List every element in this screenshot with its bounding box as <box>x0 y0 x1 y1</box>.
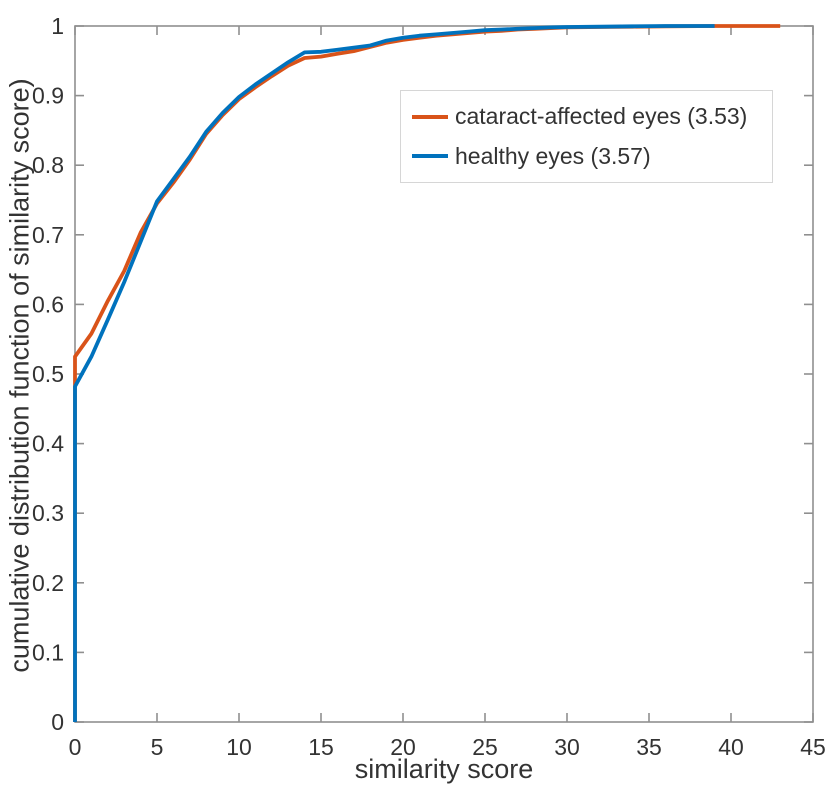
y-tick-label: 0.4 <box>32 431 64 457</box>
x-tick-label: 5 <box>151 734 164 760</box>
y-tick-label: 0.3 <box>32 500 64 526</box>
legend-label-cataract: cataract-affected eyes (3.53) <box>455 103 748 130</box>
y-tick-label: 0.5 <box>32 361 64 387</box>
x-tick-label: 20 <box>390 734 416 760</box>
y-tick-label: 0.1 <box>32 639 64 665</box>
legend-item-cataract: cataract-affected eyes (3.53) <box>412 103 772 130</box>
y-tick-label: 0.8 <box>32 152 64 178</box>
x-tick-label: 0 <box>69 734 82 760</box>
legend-label-healthy: healthy eyes (3.57) <box>455 142 651 169</box>
y-axis-label: cumulative distribution function of simi… <box>4 78 35 673</box>
x-tick-label: 25 <box>472 734 498 760</box>
x-tick-label: 10 <box>226 734 252 760</box>
y-tick-label: 0.9 <box>32 83 64 109</box>
y-tick-label: 0 <box>51 709 64 735</box>
legend: cataract-affected eyes (3.53) healthy ey… <box>400 90 773 183</box>
x-tick-label: 30 <box>554 734 580 760</box>
y-tick-label: 1 <box>51 13 64 39</box>
cdf-curve-healthy-eyes <box>73 24 715 722</box>
x-tick-label: 45 <box>800 734 826 760</box>
x-tick-label: 40 <box>718 734 744 760</box>
legend-line-swatch-healthy <box>412 154 448 159</box>
legend-item-healthy: healthy eyes (3.57) <box>412 143 772 170</box>
y-tick-label: 0.7 <box>32 222 64 248</box>
y-tick-label: 0.2 <box>32 570 64 596</box>
y-tick-label: 0.6 <box>32 291 64 317</box>
x-tick-label: 15 <box>308 734 334 760</box>
legend-line-swatch-cataract <box>412 114 448 119</box>
x-axis-label: similarity score <box>354 754 534 784</box>
x-tick-label: 35 <box>636 734 662 760</box>
